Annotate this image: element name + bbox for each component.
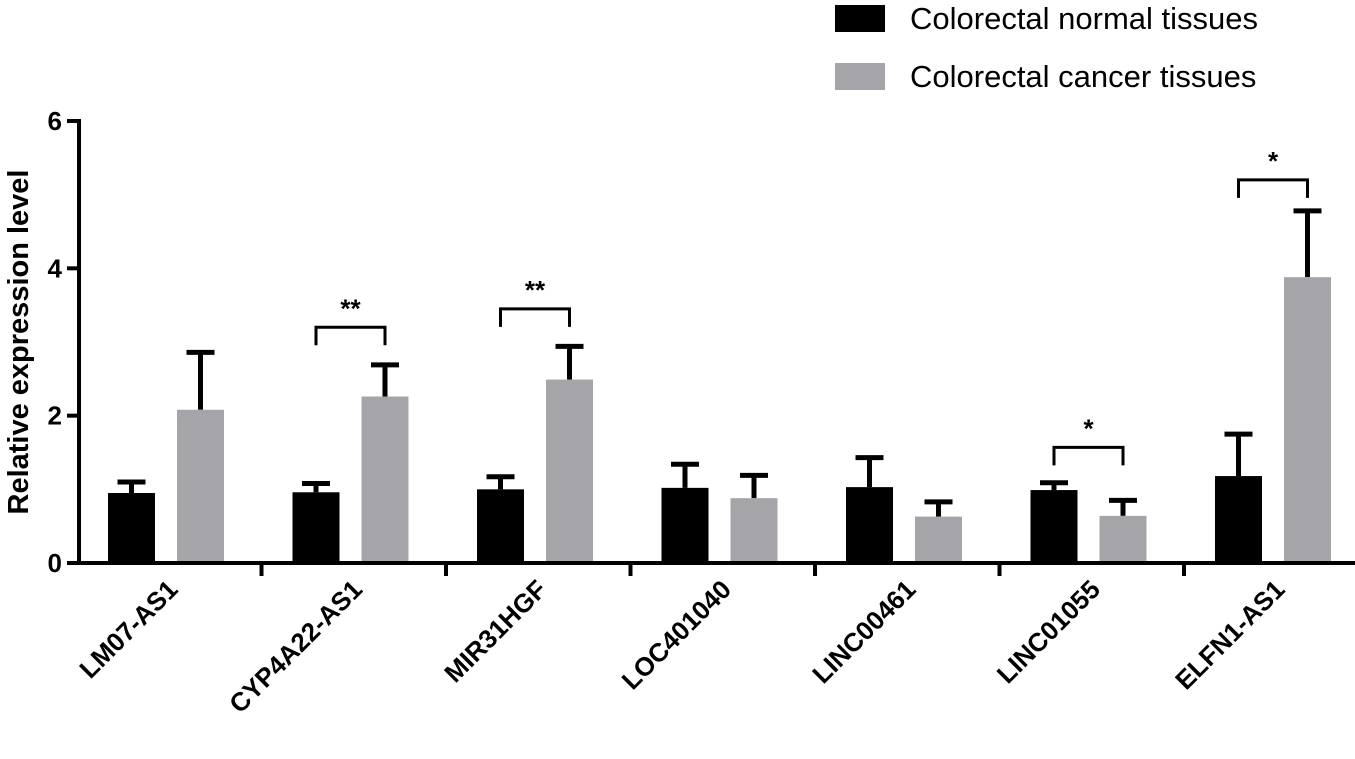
x-category-label: LINC00461: [806, 574, 921, 689]
bar-cancer: [177, 409, 224, 563]
significance-label: *: [1083, 413, 1094, 443]
x-category-label: LINC01055: [991, 574, 1106, 689]
bar-cancer: [546, 379, 593, 563]
y-tick-label: 4: [48, 253, 63, 283]
bar-normal: [477, 489, 524, 563]
bar-normal: [108, 493, 155, 563]
legend-label-cancer: Colorectal cancer tissues: [910, 59, 1256, 94]
legend-swatch-cancer: [835, 63, 885, 90]
x-category-label: MIR31HGF: [438, 574, 552, 688]
bar-normal: [846, 487, 893, 563]
significance-bracket: [499, 307, 571, 327]
legend-label-normal: Colorectal normal tissues: [910, 1, 1258, 36]
bar-cancer: [730, 498, 778, 563]
x-category-label: LM07-AS1: [73, 574, 183, 684]
y-tick-label: 6: [48, 106, 62, 136]
legend-swatch-normal: [835, 5, 885, 32]
bar-normal: [1030, 490, 1078, 563]
bar-cancer: [361, 396, 409, 563]
legend: Colorectal normal tissues Colorectal can…: [835, 1, 1258, 94]
significance-bracket: [314, 325, 387, 346]
significance-label: *: [1268, 146, 1279, 176]
y-axis-title: Relative expression level: [3, 170, 35, 515]
significance-bracket: [1237, 178, 1309, 198]
bar-normal: [1215, 476, 1262, 563]
bar-cancer: [1099, 515, 1147, 563]
significance-label: **: [340, 293, 361, 323]
bar-cancer: [1284, 277, 1331, 563]
x-category-label: CYP4A22-AS1: [223, 574, 368, 719]
x-category-label: ELFN1-AS1: [1169, 574, 1290, 695]
bar-normal: [292, 492, 340, 563]
bar-normal: [661, 487, 709, 563]
bar-cancer: [915, 516, 962, 563]
significance-label: **: [525, 275, 546, 305]
x-category-label: LOC401040: [616, 574, 737, 695]
y-tick-label: 2: [48, 401, 62, 431]
significance-bracket: [1052, 445, 1125, 466]
y-tick-label: 0: [48, 548, 62, 578]
